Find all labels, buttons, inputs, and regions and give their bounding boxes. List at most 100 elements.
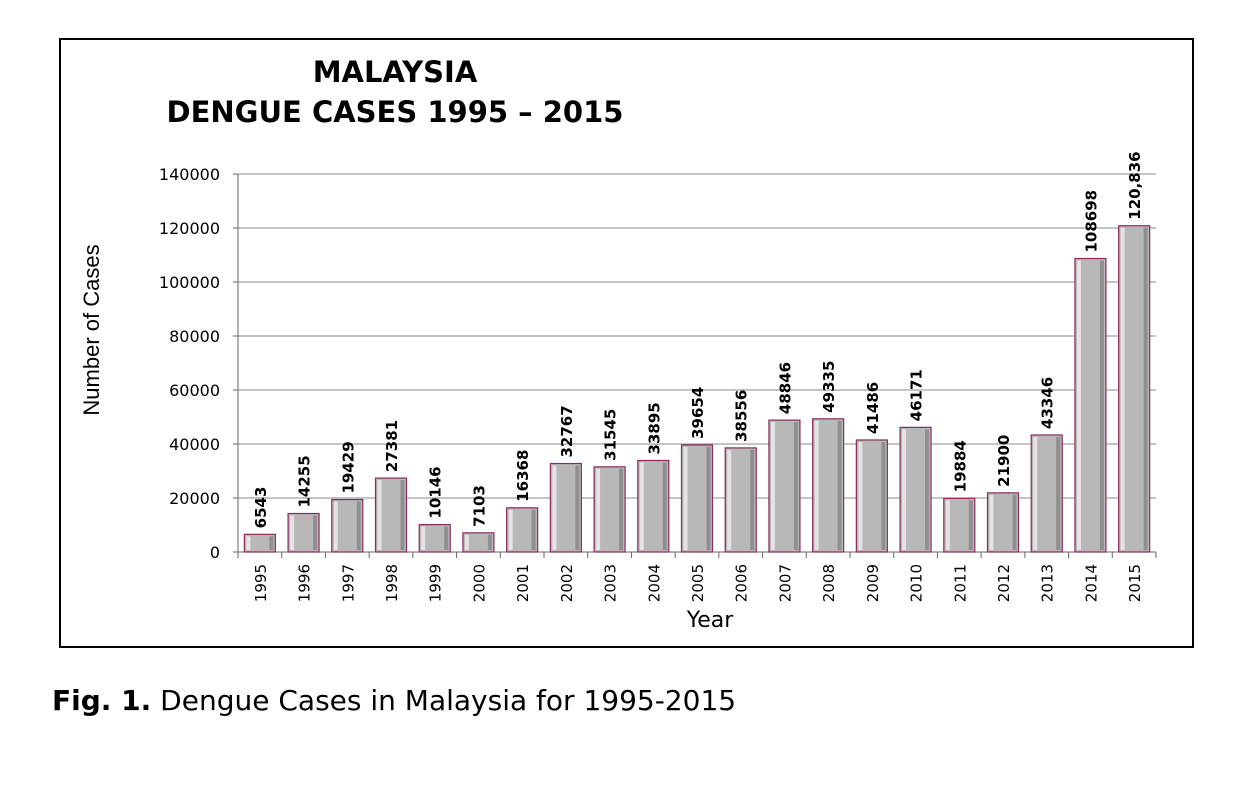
x-tick-label: 2001 [514, 564, 532, 602]
bar-highlight [858, 441, 863, 550]
bar-shadow [313, 515, 318, 550]
bar-highlight [596, 468, 601, 550]
bar-shadow [925, 429, 930, 550]
bar-highlight [1076, 260, 1081, 550]
x-tick-label: 1996 [296, 564, 314, 602]
bar-highlight [902, 429, 907, 550]
x-tick-label: 2013 [1039, 564, 1057, 602]
x-tick-label: 2008 [820, 564, 838, 602]
figure-caption: Fig. 1. Dengue Cases in Malaysia for 199… [52, 684, 736, 717]
data-label: 10146 [427, 466, 445, 518]
x-tick-label: 2003 [602, 564, 620, 602]
y-tick-label: 60000 [169, 381, 220, 400]
y-tick-label: 140000 [159, 165, 220, 184]
bar [243, 533, 276, 553]
x-tick-label: 2015 [1126, 564, 1144, 602]
bar-shadow [662, 462, 667, 550]
x-tick-label: 2006 [733, 564, 751, 602]
x-tick-label: 2012 [995, 564, 1013, 602]
x-tick-label: 2007 [776, 564, 794, 602]
bar-highlight [421, 526, 426, 550]
data-label: 27381 [383, 420, 401, 472]
x-tick-label: 2000 [470, 564, 488, 602]
y-tick-label: 0 [210, 543, 220, 562]
bar-highlight [945, 500, 950, 550]
x-tick-label: 2005 [689, 564, 707, 602]
data-label: 120,836 [1126, 151, 1144, 219]
data-label: 46171 [908, 369, 926, 421]
y-tick-label: 80000 [169, 327, 220, 346]
y-tick-label: 40000 [169, 435, 220, 454]
bar-highlight [989, 494, 994, 550]
bar-highlight [1033, 436, 1038, 550]
data-label: 16368 [514, 450, 532, 502]
bar-shadow [1099, 260, 1104, 550]
data-label: 38556 [733, 390, 751, 442]
x-tick-label: 2002 [558, 564, 576, 602]
bar-shadow [793, 422, 798, 550]
bar-highlight [1120, 227, 1125, 550]
bar-shadow [706, 446, 711, 550]
bar-highlight [464, 534, 469, 550]
bar-shadow [356, 501, 361, 550]
x-axis-label: Year [686, 608, 734, 633]
data-label: 108698 [1082, 190, 1100, 253]
x-tick-label: 1998 [383, 564, 401, 602]
y-tick-label: 20000 [169, 489, 220, 508]
bar-highlight [814, 420, 819, 550]
bar-shadow [531, 509, 536, 550]
bar-shadow [575, 465, 580, 550]
bar-shadow [400, 480, 405, 550]
data-label: 31545 [602, 409, 620, 461]
x-tick-label: 1999 [427, 564, 445, 602]
data-label: 6543 [252, 487, 270, 529]
x-tick-label: 1997 [339, 564, 357, 602]
data-label: 43346 [1039, 377, 1057, 429]
bar-shadow [444, 526, 449, 550]
bar-highlight [246, 536, 251, 550]
data-label: 49335 [820, 361, 838, 413]
bar [462, 532, 495, 553]
x-tick-label: 2009 [864, 564, 882, 602]
bar-shadow [750, 449, 755, 550]
data-label: 32767 [558, 405, 576, 457]
bar-highlight [552, 465, 557, 550]
chart-title-line-2: DENGUE CASES 1995 – 2015 [166, 95, 624, 129]
bar-shadow [837, 420, 842, 550]
data-label: 33895 [645, 402, 663, 454]
caption-prefix: Fig. 1. [52, 684, 152, 717]
data-label: 19884 [951, 440, 969, 492]
x-tick-label: 2011 [951, 564, 969, 602]
x-tick-label: 2004 [645, 564, 663, 602]
chart-title: MALAYSIA DENGUE CASES 1995 – 2015 [0, 52, 1068, 132]
x-tick-label: 2014 [1082, 564, 1100, 602]
chart-frame [59, 38, 1194, 648]
x-tick-label: 1995 [252, 564, 270, 602]
bar-highlight [770, 422, 775, 550]
data-label: 48846 [776, 362, 794, 414]
data-label: 39654 [689, 387, 707, 439]
bar-shadow [968, 500, 973, 550]
data-label: 19429 [339, 441, 357, 493]
bar-shadow [881, 441, 886, 550]
y-tick-label: 100000 [159, 273, 220, 292]
chart-title-line-1: MALAYSIA [312, 55, 478, 89]
data-label: 14255 [296, 455, 314, 507]
x-tick-label: 2010 [908, 564, 926, 602]
data-label: 21900 [995, 435, 1013, 487]
data-label: 7103 [470, 485, 488, 527]
bar-highlight [290, 515, 295, 550]
bar-highlight [377, 480, 382, 550]
caption-text: Dengue Cases in Malaysia for 1995-2015 [151, 684, 737, 717]
bar-shadow [269, 536, 274, 550]
bar-highlight [333, 501, 338, 550]
bar-highlight [508, 509, 513, 550]
bar-shadow [487, 534, 492, 550]
bar-highlight [639, 462, 644, 550]
y-tick-label: 120000 [159, 219, 220, 238]
bar-highlight [683, 446, 688, 550]
bar-shadow [1056, 436, 1061, 550]
bar-highlight [727, 449, 732, 550]
bar-shadow [1012, 494, 1017, 550]
